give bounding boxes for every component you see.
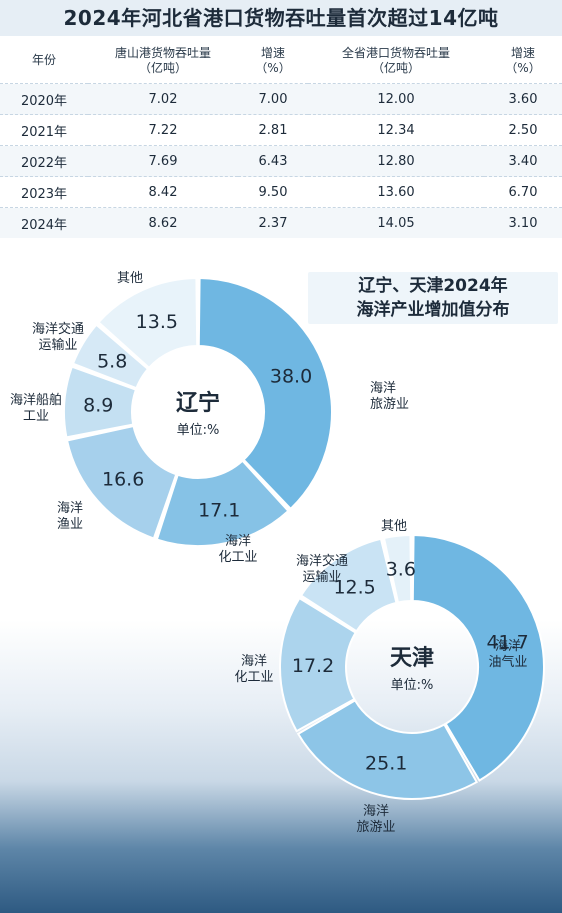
table-row: 2024年 8.62 2.37 14.05 3.10: [0, 207, 562, 238]
cell-growth-province: 3.10: [484, 207, 562, 238]
slice-category-label: 海洋: [495, 639, 521, 654]
donut-unit-label: 单位:%: [391, 678, 434, 693]
table-title: 2024年河北省港口货物吞吐量首次超过14亿吨: [0, 0, 562, 36]
header-growth-tangshan: 增速 （%）: [255, 45, 291, 75]
cell-tangshan: 8.42: [88, 176, 238, 208]
cell-tangshan: 7.02: [88, 83, 238, 115]
slice-category-label: 海洋: [370, 381, 396, 396]
cell-growth-province: 3.60: [484, 83, 562, 115]
cell-year: 2021年: [0, 114, 88, 146]
cell-growth-tangshan: 2.81: [238, 114, 308, 146]
slice-value-label: 38.0: [270, 365, 312, 387]
slice-value-label: 8.9: [83, 394, 113, 416]
cell-year: 2022年: [0, 145, 88, 177]
cell-tangshan: 7.69: [88, 145, 238, 177]
cell-tangshan: 7.22: [88, 114, 238, 146]
slice-value-label: 16.6: [102, 468, 144, 490]
cell-province: 12.00: [308, 83, 484, 115]
cell-province: 12.80: [308, 145, 484, 177]
slice-category-label: 其他: [117, 271, 143, 286]
cell-province: 14.05: [308, 207, 484, 238]
cell-year: 2020年: [0, 83, 88, 115]
slice-category-label: 旅游业: [356, 820, 395, 835]
slice-category-label: 海洋: [363, 804, 389, 819]
slice-value-label: 17.1: [198, 500, 240, 522]
header-growth-province: 增速 （%）: [505, 45, 541, 75]
slice-value-label: 12.5: [333, 576, 375, 598]
pie-slice: [411, 533, 545, 782]
throughput-table: 年份 唐山港货物吞吐量 （亿吨） 增速 （%） 全省港口货物吞吐量 （亿吨） 增…: [0, 38, 562, 238]
pie-slice: [279, 596, 358, 733]
cell-growth-tangshan: 2.37: [238, 207, 308, 238]
slice-value-label: 5.8: [97, 351, 127, 373]
slice-value-label: 3.6: [386, 559, 416, 581]
pie-slice: [63, 365, 138, 439]
cell-province: 13.60: [308, 176, 484, 208]
table-header-row: 年份 唐山港货物吞吐量 （亿吨） 增速 （%） 全省港口货物吞吐量 （亿吨） 增…: [0, 38, 562, 84]
pie-slice: [65, 424, 178, 540]
slice-category-label: 海洋船舶: [10, 392, 62, 408]
header-year: 年份: [31, 53, 56, 67]
slice-category-label: 海洋交通: [296, 553, 348, 569]
slice-category-label: 渔业: [57, 517, 83, 532]
slice-category-label: 工业: [23, 409, 49, 424]
slice-category-label: 旅游业: [370, 397, 409, 412]
slice-category-label: 运输业: [38, 337, 77, 353]
slice-category-label: 海洋: [57, 501, 83, 516]
cell-growth-tangshan: 7.00: [238, 83, 308, 115]
pie-section-title: 辽宁、天津2024年 海洋产业增加值分布: [308, 272, 558, 324]
pie-slice: [197, 276, 333, 511]
slice-value-label: 25.1: [365, 753, 407, 775]
pie-slice: [382, 533, 413, 604]
cell-growth-tangshan: 9.50: [238, 176, 308, 208]
table-row: 2022年 7.69 6.43 12.80 3.40: [0, 145, 562, 177]
table-row: 2023年 8.42 9.50 13.60 6.70: [0, 176, 562, 208]
slice-value-label: 17.2: [292, 655, 334, 677]
donut-center-title: 天津: [390, 645, 434, 671]
slice-value-label: 13.5: [136, 311, 178, 333]
slice-category-label: 化工业: [218, 550, 257, 565]
cell-growth-province: 2.50: [484, 114, 562, 146]
header-province: 全省港口货物吞吐量 （亿吨）: [341, 45, 450, 75]
slice-category-label: 运输业: [302, 569, 341, 585]
slice-category-label: 海洋: [225, 534, 251, 549]
slice-category-label: 油气业: [488, 654, 527, 670]
pie-slice: [299, 537, 398, 633]
cell-growth-province: 3.40: [484, 145, 562, 177]
donut-unit-label: 单位:%: [177, 423, 220, 438]
slice-category-label: 海洋: [241, 654, 267, 669]
table-row: 2021年 7.22 2.81 12.34 2.50: [0, 114, 562, 146]
slice-category-label: 化工业: [234, 670, 273, 685]
cell-province: 12.34: [308, 114, 484, 146]
cell-tangshan: 8.62: [88, 207, 238, 238]
cell-growth-tangshan: 6.43: [238, 145, 308, 177]
donut-center-title: 辽宁: [176, 390, 220, 416]
cell-growth-province: 6.70: [484, 176, 562, 208]
slice-category-label: 其他: [381, 519, 407, 534]
slice-category-label: 海洋交通: [32, 321, 84, 337]
table-row: 2020年 7.02 7.00 12.00 3.60: [0, 83, 562, 115]
pie-slice: [155, 459, 290, 547]
slice-value-label: 41.7: [486, 631, 528, 653]
header-tangshan: 唐山港货物吞吐量 （亿吨）: [114, 45, 211, 75]
pie-slice: [71, 323, 150, 390]
pie-slice: [97, 276, 199, 370]
pie-slice: [296, 699, 479, 800]
cell-year: 2024年: [0, 207, 88, 238]
cell-year: 2023年: [0, 176, 88, 208]
